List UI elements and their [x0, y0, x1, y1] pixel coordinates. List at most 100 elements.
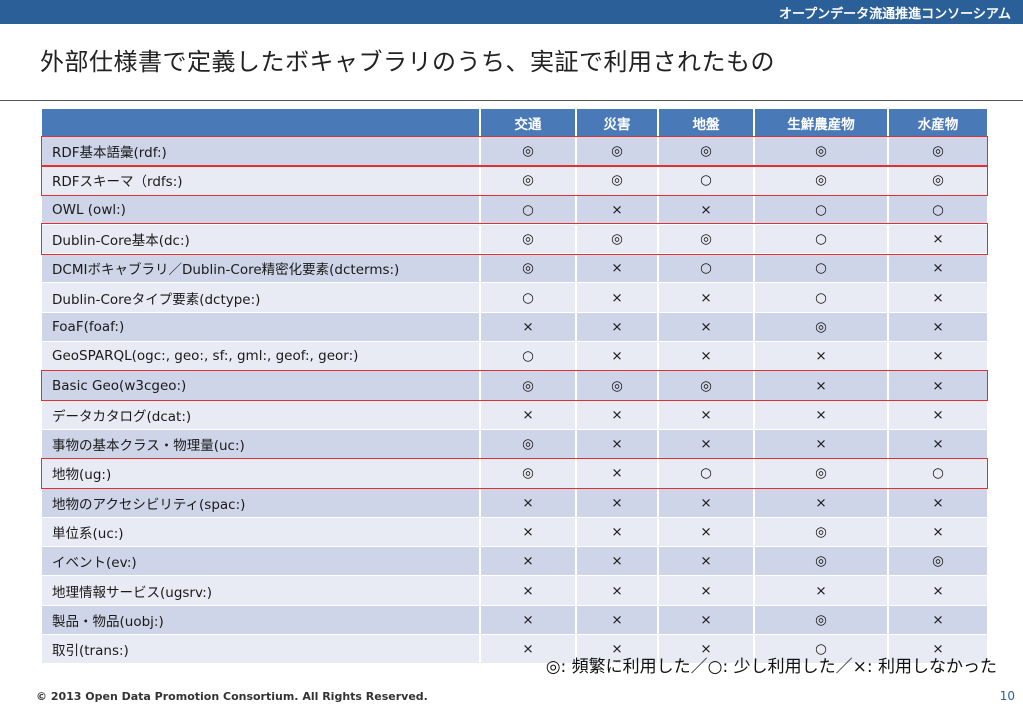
usage-mark: × [480, 634, 577, 665]
usage-mark: × [658, 488, 755, 518]
table-row: DCMIボキャブラリ／Dublin-Core精密化要素(dcterms:) ◎ × ○… [42, 253, 989, 284]
usage-mark: × [888, 224, 989, 255]
usage-mark: × [754, 488, 889, 518]
table-row: Dublin-Coreタイプ要素(dctype:) ○ × × ○ × [42, 282, 989, 313]
usage-mark: × [888, 341, 989, 372]
usage-mark: × [754, 575, 889, 606]
usage-mark: × [754, 429, 889, 460]
table-row: 単位系(uc:) × × × ◎ × [42, 517, 989, 548]
usage-mark: × [888, 605, 989, 636]
usage-mark: ◎ [888, 137, 989, 167]
usage-mark: ○ [754, 634, 889, 665]
usage-mark: ◎ [754, 137, 889, 167]
header-blank-cell [42, 109, 481, 137]
title-divider [0, 100, 1023, 101]
usage-mark: ○ [754, 253, 889, 284]
slide-title: 外部仕様書で定義したボキャブラリのうち、実証で利用されたもの [40, 48, 775, 76]
usage-mark: × [576, 605, 659, 636]
vocabulary-name: GeoSPARQL(ogc:, geo:, sf:, gml:, geof:, … [42, 341, 481, 372]
usage-mark: × [888, 517, 989, 548]
usage-mark: × [658, 341, 755, 372]
vocabulary-name: 事物の基本クラス・物理量(uc:) [42, 429, 481, 460]
usage-mark: × [888, 575, 989, 606]
vocabulary-name: 取引(trans:) [42, 634, 481, 665]
vocabulary-name: DCMIボキャブラリ／Dublin-Core精密化要素(dcterms:) [42, 253, 481, 284]
usage-mark: ○ [658, 165, 755, 196]
usage-mark: ◎ [480, 429, 577, 460]
usage-mark: ◎ [658, 137, 755, 167]
table-row: データカタログ(dcat:) × × × × × [42, 400, 989, 430]
usage-mark: ○ [754, 195, 889, 225]
column-header: 水産物 [888, 109, 989, 137]
usage-mark: ○ [888, 458, 989, 489]
usage-mark: ○ [658, 253, 755, 284]
usage-mark: × [888, 282, 989, 313]
table-row: Dublin-Core基本(dc:) ◎ ◎ ◎ ○ × [42, 224, 989, 255]
vocabulary-name: イベント(ev:) [42, 546, 481, 577]
usage-mark: ○ [480, 195, 577, 225]
usage-mark: × [754, 400, 889, 430]
usage-mark: × [480, 605, 577, 636]
vocabulary-name: 地物のアクセシビリティ(spac:) [42, 488, 481, 518]
usage-mark: × [576, 282, 659, 313]
usage-mark: × [576, 341, 659, 372]
usage-mark: × [754, 370, 889, 401]
vocabulary-usage-table: 交通 災害 地盤 生鮮農産物 水産物 RDF基本語彙(rdf:) ◎ ◎ ◎ ◎ ◎ RDF… [42, 109, 989, 665]
usage-mark: × [576, 458, 659, 489]
usage-mark: × [888, 253, 989, 284]
vocabulary-name: データカタログ(dcat:) [42, 400, 481, 430]
usage-mark: × [480, 488, 577, 518]
usage-mark: × [480, 400, 577, 430]
usage-mark: × [888, 429, 989, 460]
table-row: OWL (owl:) ○ × × ○ ○ [42, 195, 989, 225]
usage-mark: × [658, 517, 755, 548]
usage-mark: ◎ [658, 224, 755, 255]
usage-mark: × [888, 488, 989, 518]
column-header: 生鮮農産物 [754, 109, 889, 137]
usage-mark: ◎ [576, 165, 659, 196]
table-row: GeoSPARQL(ogc:, geo:, sf:, gml:, geof:, … [42, 341, 989, 372]
vocabulary-name: 製品・物品(uobj:) [42, 605, 481, 636]
usage-mark: ◎ [754, 546, 889, 577]
usage-mark: ◎ [576, 224, 659, 255]
usage-mark: ○ [658, 458, 755, 489]
usage-mark: × [888, 370, 989, 401]
usage-mark: × [658, 429, 755, 460]
vocabulary-name: 地物(ug:) [42, 458, 481, 489]
usage-mark: × [576, 400, 659, 430]
usage-mark: ◎ [754, 605, 889, 636]
legend: ◎: 頻繁に利用した／○: 少し利用した／×: 利用しなかった [545, 657, 997, 677]
vocabulary-name: Dublin-Coreタイプ要素(dctype:) [42, 282, 481, 313]
usage-mark: ○ [754, 282, 889, 313]
usage-mark: ◎ [576, 137, 659, 167]
vocabulary-name: 地理情報サービス(ugsrv:) [42, 575, 481, 606]
vocabulary-name: Dublin-Core基本(dc:) [42, 224, 481, 255]
usage-mark: × [658, 634, 755, 665]
vocabulary-name: Basic Geo(w3cgeo:) [42, 370, 481, 401]
usage-mark: ◎ [480, 137, 577, 167]
usage-mark: ◎ [754, 312, 889, 343]
usage-mark: ◎ [754, 517, 889, 548]
vocabulary-name: RDFスキーマ（rdfs:) [42, 165, 481, 196]
table-row: RDF基本語彙(rdf:) ◎ ◎ ◎ ◎ ◎ [42, 137, 989, 167]
usage-mark: × [576, 634, 659, 665]
table-row: Basic Geo(w3cgeo:) ◎ ◎ ◎ × × [42, 370, 989, 401]
table-row: 事物の基本クラス・物理量(uc:) ◎ × × × × [42, 429, 989, 460]
vocabulary-name: RDF基本語彙(rdf:) [42, 137, 481, 167]
usage-mark: ◎ [754, 165, 889, 196]
usage-mark: × [576, 488, 659, 518]
table-row: 製品・物品(uobj:) × × × ◎ × [42, 605, 989, 636]
column-header: 交通 [480, 109, 577, 137]
usage-mark: ○ [888, 195, 989, 225]
vocabulary-name: OWL (owl:) [42, 195, 481, 225]
usage-mark: × [888, 634, 989, 665]
usage-mark: × [658, 605, 755, 636]
column-header: 災害 [576, 109, 659, 137]
usage-mark: × [480, 575, 577, 606]
usage-mark: ○ [480, 282, 577, 313]
usage-mark: ◎ [480, 370, 577, 401]
usage-mark: ◎ [480, 458, 577, 489]
table-row: 地物(ug:) ◎ × ○ ◎ ○ [42, 458, 989, 489]
usage-mark: × [658, 546, 755, 577]
usage-mark: ◎ [658, 370, 755, 401]
